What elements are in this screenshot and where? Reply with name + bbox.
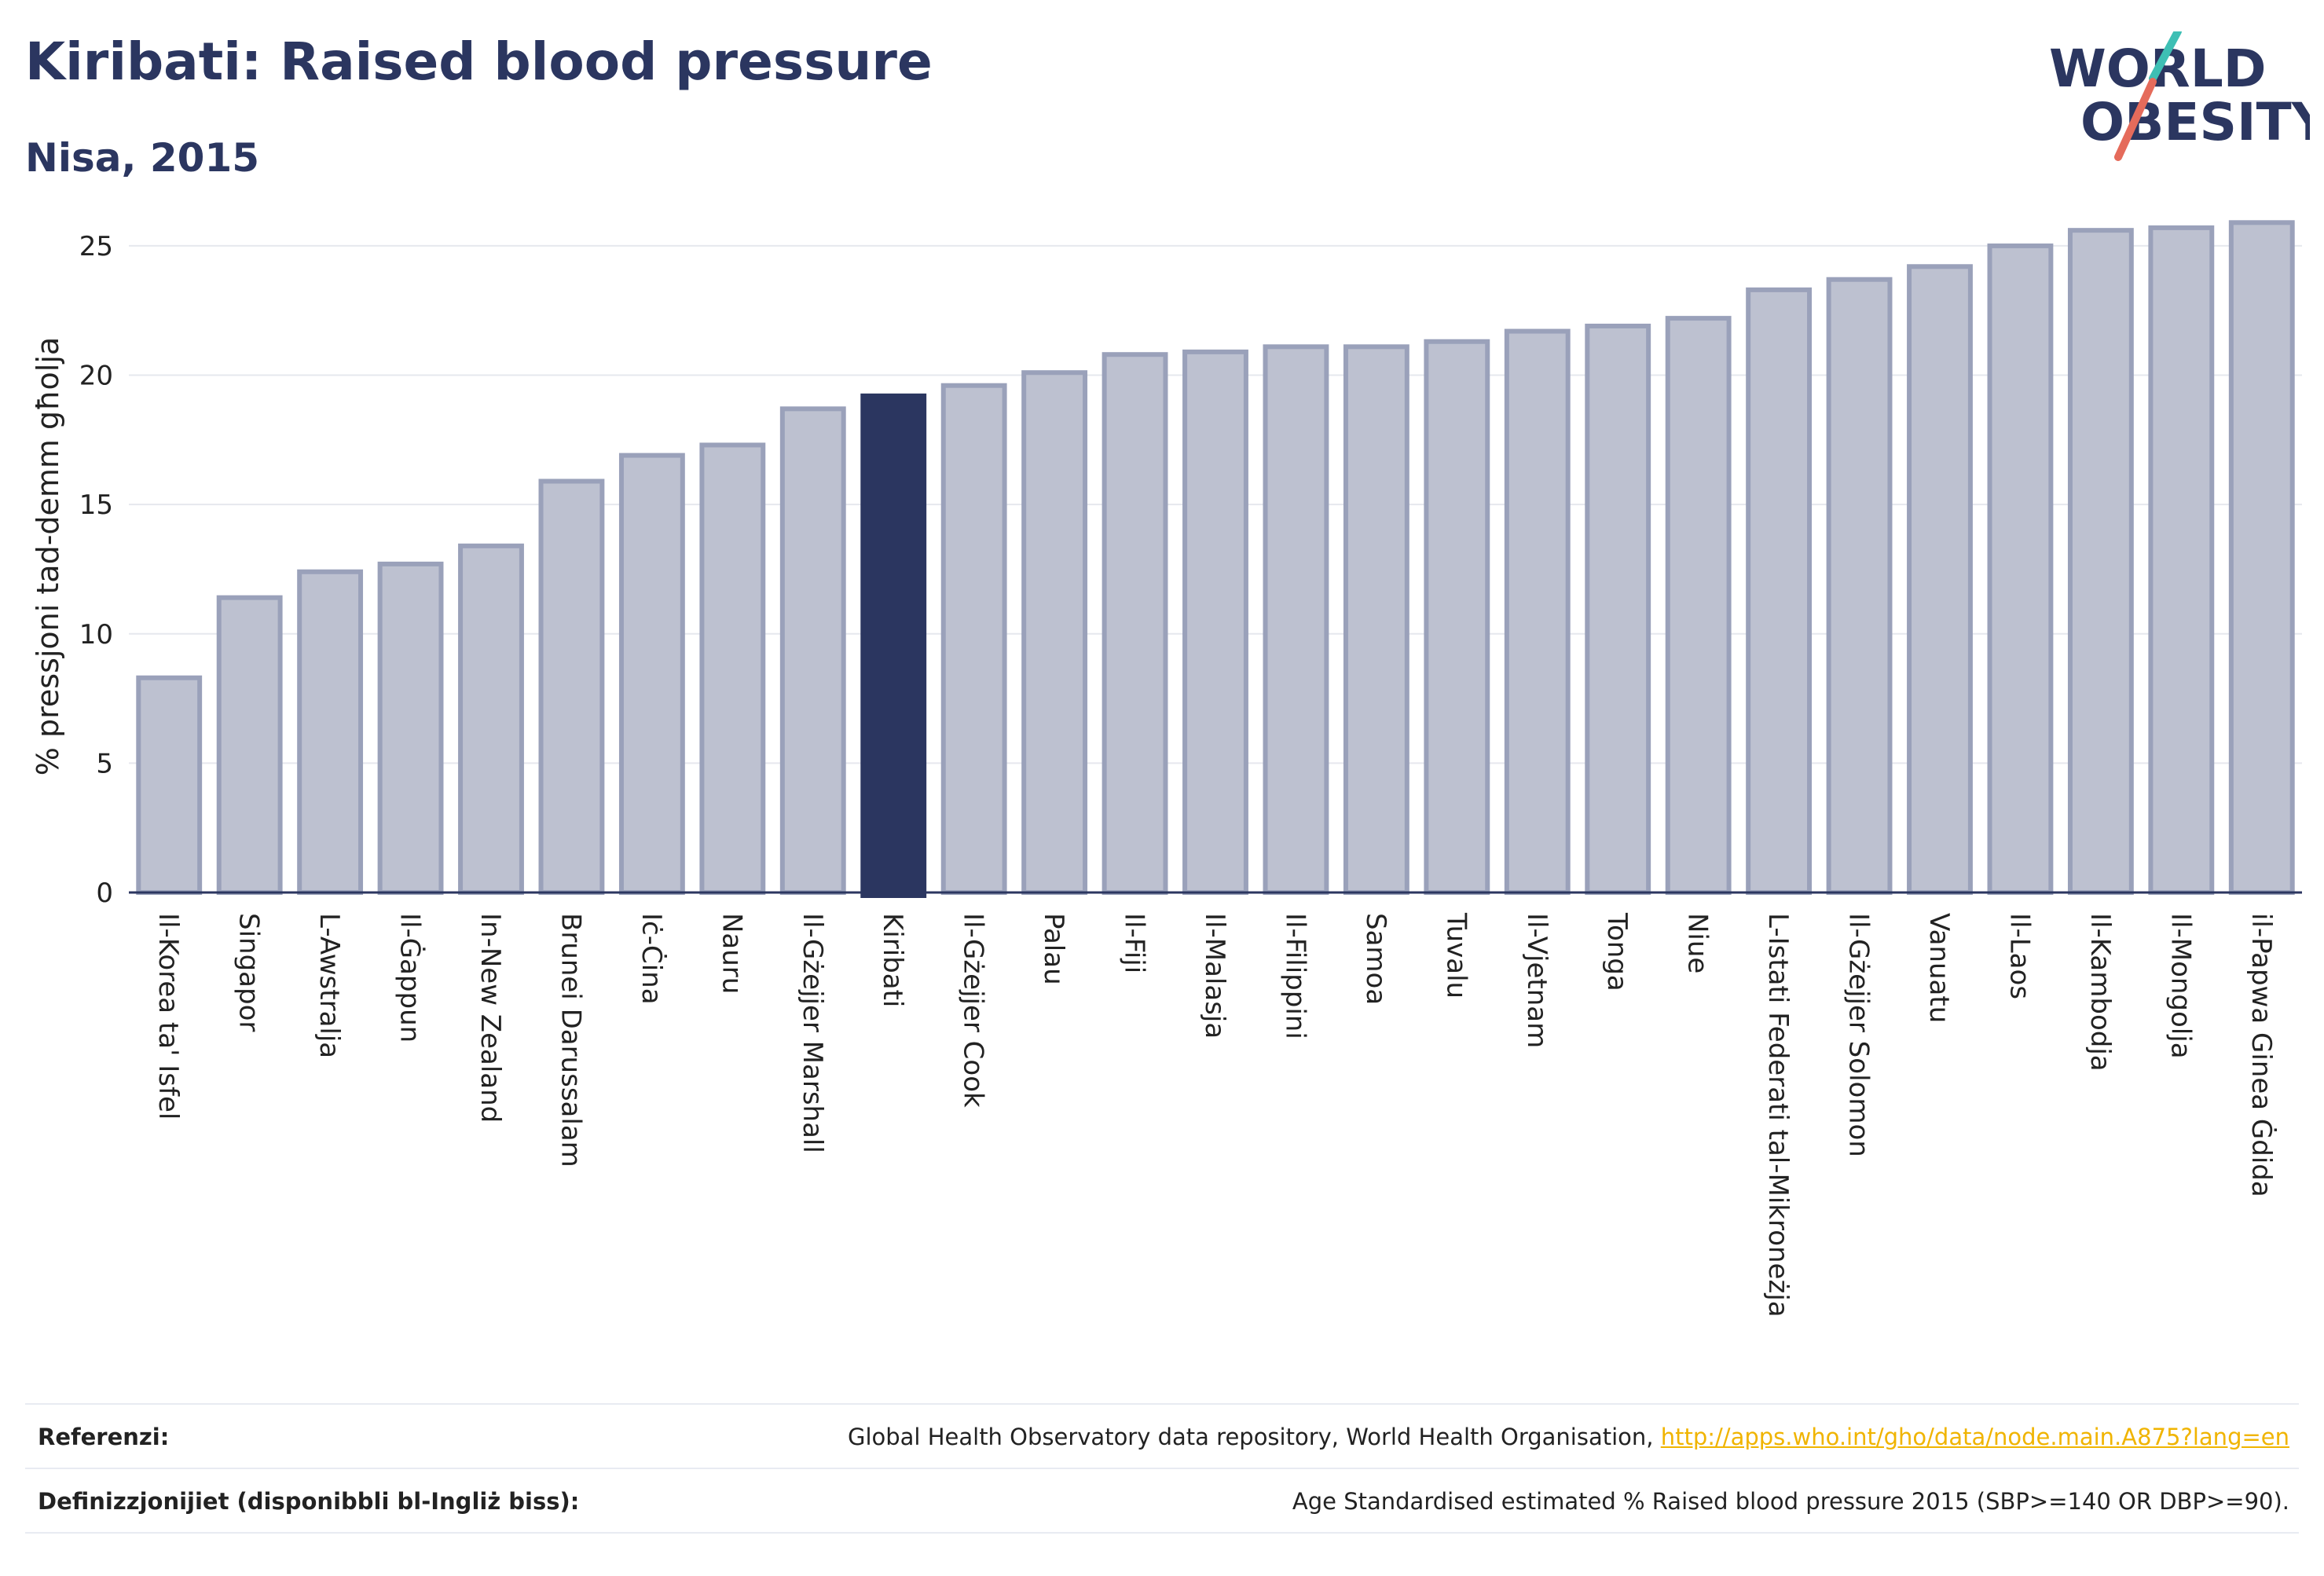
world-obesity-logo: WORLD OBESITY xyxy=(2049,31,2310,161)
x-tick-labels: Il-Korea ta' Isfel Singapor L-Awstralja Il-… xyxy=(152,912,2278,1318)
logo-slash-coral xyxy=(2114,78,2157,161)
bar-23 xyxy=(1987,243,2054,895)
bar-19 xyxy=(1665,316,1732,896)
bar-0 xyxy=(136,675,203,895)
logo-slash-teal xyxy=(2149,31,2182,82)
bar-10 xyxy=(940,383,1007,895)
definitions-row: Definizzjonijiet (disponibbli bl-Ingliż … xyxy=(25,1468,2299,1534)
y-tick-label: 25 xyxy=(79,231,113,262)
bar-15 xyxy=(1343,344,1409,896)
y-tick-label: 10 xyxy=(79,619,113,651)
bar-20 xyxy=(1746,287,1813,895)
x-tick-label: Samoa xyxy=(1360,913,1391,1005)
bar-21 xyxy=(1826,277,1893,895)
x-tick-label: Il-Laos xyxy=(2003,913,2035,999)
x-tick-label: Palau xyxy=(1038,913,1069,985)
y-axis-title: % pressjoni tad-demm għolja xyxy=(31,337,65,775)
bar-16 xyxy=(1424,339,1490,895)
footer-divider xyxy=(25,1532,2299,1534)
x-tick-label: Singapor xyxy=(233,913,265,1032)
bar-5 xyxy=(538,478,605,895)
x-tick-label: Il-Mongolja xyxy=(2165,913,2196,1059)
bar-9 xyxy=(860,393,927,898)
bar-17 xyxy=(1504,328,1571,896)
bars xyxy=(136,220,2295,898)
x-tick-label: Il-Korea ta' Isfel xyxy=(152,913,184,1120)
x-tick-label: Il-Gżejjer Marshall xyxy=(797,913,828,1153)
x-tick-label: Brunei Darussalam xyxy=(555,913,586,1167)
bar-22 xyxy=(1907,264,1973,895)
references-text: Global Health Observatory data repositor… xyxy=(847,1424,1661,1450)
y-tick-label: 5 xyxy=(96,748,113,779)
x-tick-label: Il-Gżejjer Solomon xyxy=(1843,913,1875,1157)
page-title: Kiribati: Raised blood pressure xyxy=(25,31,933,92)
references-label: Referenzi: xyxy=(38,1424,170,1450)
x-tick-label: Iċ-Ċina xyxy=(636,913,668,1005)
logo-text-line2: OBESITY xyxy=(2080,92,2310,152)
x-tick-label: Il-Fiji xyxy=(1119,913,1150,973)
bar-4 xyxy=(458,543,524,895)
x-tick-label: Il-Filippini xyxy=(1279,913,1310,1039)
x-tick-label: L-Awstralja xyxy=(313,913,345,1058)
bar-chart: 0 5 10 15 20 25 Il-Korea ta' Isfel Singapor L-A… xyxy=(31,220,2302,1318)
bar-2 xyxy=(297,569,364,895)
references-link[interactable]: http://apps.who.int/gho/data/node.main.A… xyxy=(1660,1424,2289,1450)
bar-26 xyxy=(2228,220,2295,895)
x-tick-label: Tonga xyxy=(1601,912,1633,991)
bar-8 xyxy=(779,406,846,895)
page-subtitle: Nisa, 2015 xyxy=(25,135,260,181)
bar-12 xyxy=(1102,352,1168,895)
x-tick-label: L-Istati Federati tal-Mikroneżja xyxy=(1762,913,1794,1318)
bar-13 xyxy=(1182,349,1248,895)
y-tick-label: 15 xyxy=(79,489,113,521)
bar-24 xyxy=(2067,228,2134,895)
bar-11 xyxy=(1021,370,1088,895)
bar-6 xyxy=(618,453,685,895)
bar-14 xyxy=(1263,344,1329,896)
y-tick-label: 20 xyxy=(79,361,113,392)
x-tick-label: Il-Gżejjer Cook xyxy=(958,913,989,1108)
bar-18 xyxy=(1585,323,1651,895)
x-tick-label: Kiribati xyxy=(877,913,908,1007)
y-tick-labels: 0 5 10 15 20 25 xyxy=(79,231,113,909)
y-tick-label: 0 xyxy=(96,878,113,909)
bar-3 xyxy=(377,561,444,896)
x-tick-label: Niue xyxy=(1682,913,1714,973)
x-tick-label: Nauru xyxy=(716,913,747,994)
x-tick-label: Vanuatu xyxy=(1923,913,1955,1023)
x-tick-label: Il-Malasja xyxy=(1199,913,1230,1039)
definitions-value: Age Standardised estimated % Raised bloo… xyxy=(1292,1488,2289,1515)
bar-25 xyxy=(2148,225,2215,895)
x-tick-label: il-Papwa Ginea Ġdida xyxy=(2245,913,2278,1197)
x-tick-label: Il-Ġappun xyxy=(394,913,427,1043)
bar-7 xyxy=(699,442,766,895)
x-tick-label: In-New Zealand xyxy=(475,913,506,1123)
references-value: Global Health Observatory data repositor… xyxy=(848,1424,2289,1450)
bar-1 xyxy=(216,595,283,896)
x-tick-label: Tuvalu xyxy=(1440,912,1472,999)
references-row: Referenzi: Global Health Observatory dat… xyxy=(25,1403,2299,1469)
x-tick-label: Il-Kambodja xyxy=(2084,913,2116,1072)
x-tick-label: Il-Vjetnam xyxy=(1521,913,1552,1048)
definitions-label: Definizzjonijiet (disponibbli bl-Ingliż … xyxy=(38,1488,580,1515)
